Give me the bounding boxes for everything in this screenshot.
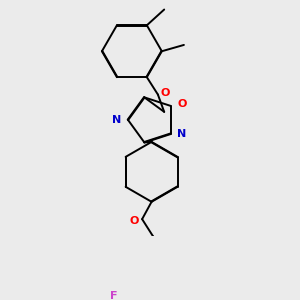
Text: N: N xyxy=(177,129,186,139)
Text: F: F xyxy=(110,291,118,300)
Text: O: O xyxy=(130,216,139,226)
Text: N: N xyxy=(112,115,122,125)
Text: O: O xyxy=(177,99,186,109)
Text: O: O xyxy=(160,88,170,98)
